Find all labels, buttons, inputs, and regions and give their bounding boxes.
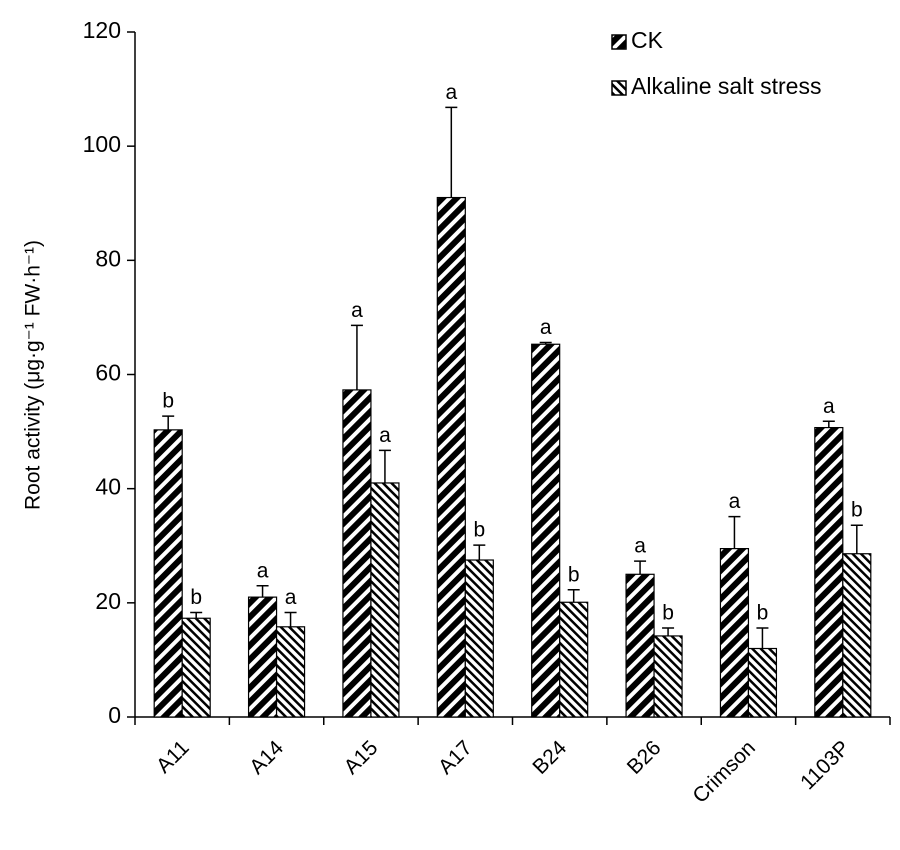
- error-bar: [445, 106, 458, 198]
- significance-label: b: [851, 499, 863, 522]
- bar: [653, 635, 683, 718]
- y-tick-label: 40: [95, 474, 121, 500]
- error-bar: [662, 627, 675, 636]
- bar: [247, 596, 278, 718]
- significance-label: a: [379, 424, 391, 447]
- error-bar: [539, 341, 552, 345]
- x-tick-label: 1103P: [796, 736, 854, 794]
- significance-label: a: [823, 395, 835, 418]
- significance-label: b: [662, 601, 674, 624]
- y-tick-label: 80: [95, 245, 121, 271]
- error-bar: [350, 324, 363, 390]
- x-tick-label: A11: [152, 736, 194, 778]
- x-tick-label: B24: [528, 736, 571, 779]
- significance-label: a: [634, 535, 646, 558]
- error-bar: [256, 584, 269, 598]
- x-tick-label: A15: [340, 736, 383, 779]
- error-bar: [850, 524, 863, 554]
- bar: [814, 426, 844, 718]
- bar: [275, 626, 306, 718]
- legend-swatch: [611, 34, 627, 50]
- y-axis-label: Root activity (μg·g⁻¹ FW·h⁻¹): [22, 240, 45, 510]
- bar: [153, 429, 183, 718]
- error-bar: [822, 420, 835, 428]
- error-bar: [162, 415, 175, 430]
- y-tick-label: 120: [83, 17, 121, 43]
- x-tick-label: Crimson: [688, 736, 760, 808]
- significance-label: b: [473, 519, 485, 542]
- x-tick-label: A17: [434, 736, 477, 779]
- bar: [436, 196, 466, 718]
- bar: [842, 553, 872, 718]
- significance-label: b: [757, 601, 769, 624]
- significance-label: b: [162, 390, 174, 413]
- error-bar: [473, 544, 486, 561]
- error-bar: [728, 515, 741, 549]
- y-tick-label: 100: [83, 131, 121, 157]
- x-tick-label: B26: [623, 736, 666, 779]
- bar: [719, 548, 750, 718]
- bar: [370, 482, 400, 718]
- significance-label: a: [540, 316, 552, 339]
- significance-label: a: [729, 490, 741, 513]
- y-tick-label: 60: [95, 360, 121, 386]
- significance-label: a: [445, 81, 457, 104]
- significance-label: a: [285, 586, 297, 609]
- error-bar: [756, 627, 769, 649]
- bar: [342, 389, 372, 718]
- y-tick-label: 20: [95, 588, 121, 614]
- error-bar: [634, 560, 647, 575]
- bar: [531, 343, 561, 718]
- bar: [625, 573, 655, 718]
- bar: [464, 559, 494, 718]
- significance-label: a: [351, 299, 363, 322]
- y-tick-label: 0: [108, 702, 121, 728]
- bar: [559, 601, 589, 718]
- bar: [747, 647, 778, 718]
- legend-swatch: [611, 80, 627, 96]
- significance-label: b: [190, 586, 202, 609]
- legend-label: CK: [631, 27, 664, 53]
- error-bar: [378, 449, 391, 483]
- x-tick-label: A14: [245, 736, 288, 779]
- error-bar: [567, 588, 580, 603]
- error-bar: [284, 611, 297, 627]
- bar: [181, 617, 211, 718]
- legend-label: Alkaline salt stress: [631, 73, 821, 99]
- error-bar: [190, 611, 203, 619]
- significance-label: b: [568, 563, 580, 586]
- significance-label: a: [257, 559, 269, 582]
